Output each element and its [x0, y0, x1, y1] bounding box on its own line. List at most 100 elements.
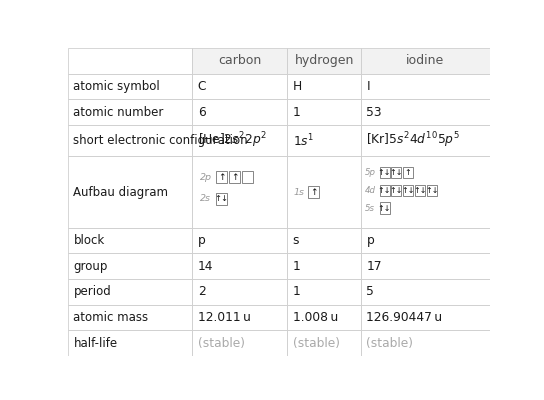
Text: ↑↓: ↑↓ — [378, 168, 391, 178]
Bar — [287, 253, 361, 279]
Bar — [287, 279, 361, 305]
Text: ↑↓: ↑↓ — [401, 186, 415, 195]
Text: period: period — [73, 285, 111, 298]
Text: 17: 17 — [367, 260, 382, 273]
Bar — [68, 156, 193, 228]
Bar — [361, 125, 490, 156]
Bar — [415, 185, 425, 196]
Bar — [308, 186, 319, 198]
Bar — [361, 99, 490, 125]
Bar — [361, 99, 490, 125]
Bar — [361, 253, 490, 279]
Text: 53: 53 — [367, 106, 382, 119]
Bar — [361, 228, 490, 253]
Text: ↑: ↑ — [310, 188, 318, 196]
Bar — [193, 74, 287, 99]
Bar — [361, 305, 490, 330]
Bar — [193, 99, 287, 125]
Bar — [287, 330, 361, 356]
Text: iodine: iodine — [406, 54, 444, 67]
Bar — [193, 253, 287, 279]
Bar — [216, 171, 227, 183]
Text: ↑: ↑ — [231, 173, 238, 182]
Bar — [287, 156, 361, 228]
Text: (stable): (stable) — [198, 337, 245, 350]
Text: ↑↓: ↑↓ — [390, 186, 403, 195]
Text: carbon: carbon — [218, 54, 262, 67]
Text: 2: 2 — [198, 285, 206, 298]
Text: 1$s^1$: 1$s^1$ — [293, 132, 314, 149]
Bar — [361, 279, 490, 305]
Bar — [391, 167, 401, 178]
Bar — [68, 228, 193, 253]
Bar — [68, 330, 193, 356]
Bar — [427, 185, 437, 196]
Text: hydrogen: hydrogen — [294, 54, 354, 67]
Bar — [287, 156, 361, 228]
Bar — [68, 228, 193, 253]
Bar — [193, 279, 287, 305]
Bar — [361, 48, 490, 74]
Bar — [68, 99, 193, 125]
Text: 6: 6 — [198, 106, 206, 119]
Text: ↑↓: ↑↓ — [214, 194, 228, 203]
Bar — [403, 167, 413, 178]
Text: 2p: 2p — [200, 173, 212, 182]
Text: atomic symbol: atomic symbol — [73, 80, 160, 93]
Bar — [380, 185, 390, 196]
Bar — [68, 48, 193, 74]
Text: 12.011 u: 12.011 u — [198, 311, 251, 324]
Bar — [287, 48, 361, 74]
Bar — [193, 279, 287, 305]
Bar — [193, 228, 287, 253]
Bar — [287, 74, 361, 99]
Bar — [68, 125, 193, 156]
Bar — [361, 330, 490, 356]
Bar — [68, 74, 193, 99]
Text: [He]2$s^2$2$p^2$: [He]2$s^2$2$p^2$ — [198, 131, 267, 150]
Text: p: p — [367, 234, 374, 247]
Bar — [193, 330, 287, 356]
Text: block: block — [73, 234, 105, 247]
Bar — [403, 185, 413, 196]
Text: 5s: 5s — [365, 204, 375, 212]
Text: ↑: ↑ — [405, 168, 412, 178]
Bar — [193, 125, 287, 156]
Bar — [287, 125, 361, 156]
Bar — [361, 330, 490, 356]
Text: 126.90447 u: 126.90447 u — [367, 311, 443, 324]
Bar — [361, 74, 490, 99]
Bar — [380, 202, 390, 214]
Text: I: I — [367, 80, 370, 93]
Bar — [193, 125, 287, 156]
Bar — [287, 228, 361, 253]
Text: ↑↓: ↑↓ — [390, 168, 403, 178]
Bar — [193, 156, 287, 228]
Bar — [68, 156, 193, 228]
Bar — [193, 305, 287, 330]
Bar — [193, 48, 287, 74]
Bar — [287, 279, 361, 305]
Text: (stable): (stable) — [293, 337, 339, 350]
Bar — [68, 279, 193, 305]
Bar — [193, 305, 287, 330]
Bar — [193, 330, 287, 356]
Bar — [391, 185, 401, 196]
Text: atomic mass: atomic mass — [73, 311, 149, 324]
Text: ↑↓: ↑↓ — [378, 204, 391, 212]
Text: H: H — [293, 80, 302, 93]
Bar — [68, 305, 193, 330]
Bar — [68, 74, 193, 99]
Text: 1s: 1s — [293, 188, 304, 196]
Bar — [68, 48, 193, 74]
Bar — [361, 48, 490, 74]
Text: ↑↓: ↑↓ — [413, 186, 427, 195]
Bar — [361, 279, 490, 305]
Text: 1: 1 — [293, 106, 300, 119]
Bar — [242, 171, 253, 183]
Bar — [193, 228, 287, 253]
Bar — [287, 48, 361, 74]
Bar — [229, 171, 240, 183]
Text: [Kr]5$s^2$4$d^{10}$5$p^5$: [Kr]5$s^2$4$d^{10}$5$p^5$ — [367, 131, 460, 150]
Bar — [68, 253, 193, 279]
